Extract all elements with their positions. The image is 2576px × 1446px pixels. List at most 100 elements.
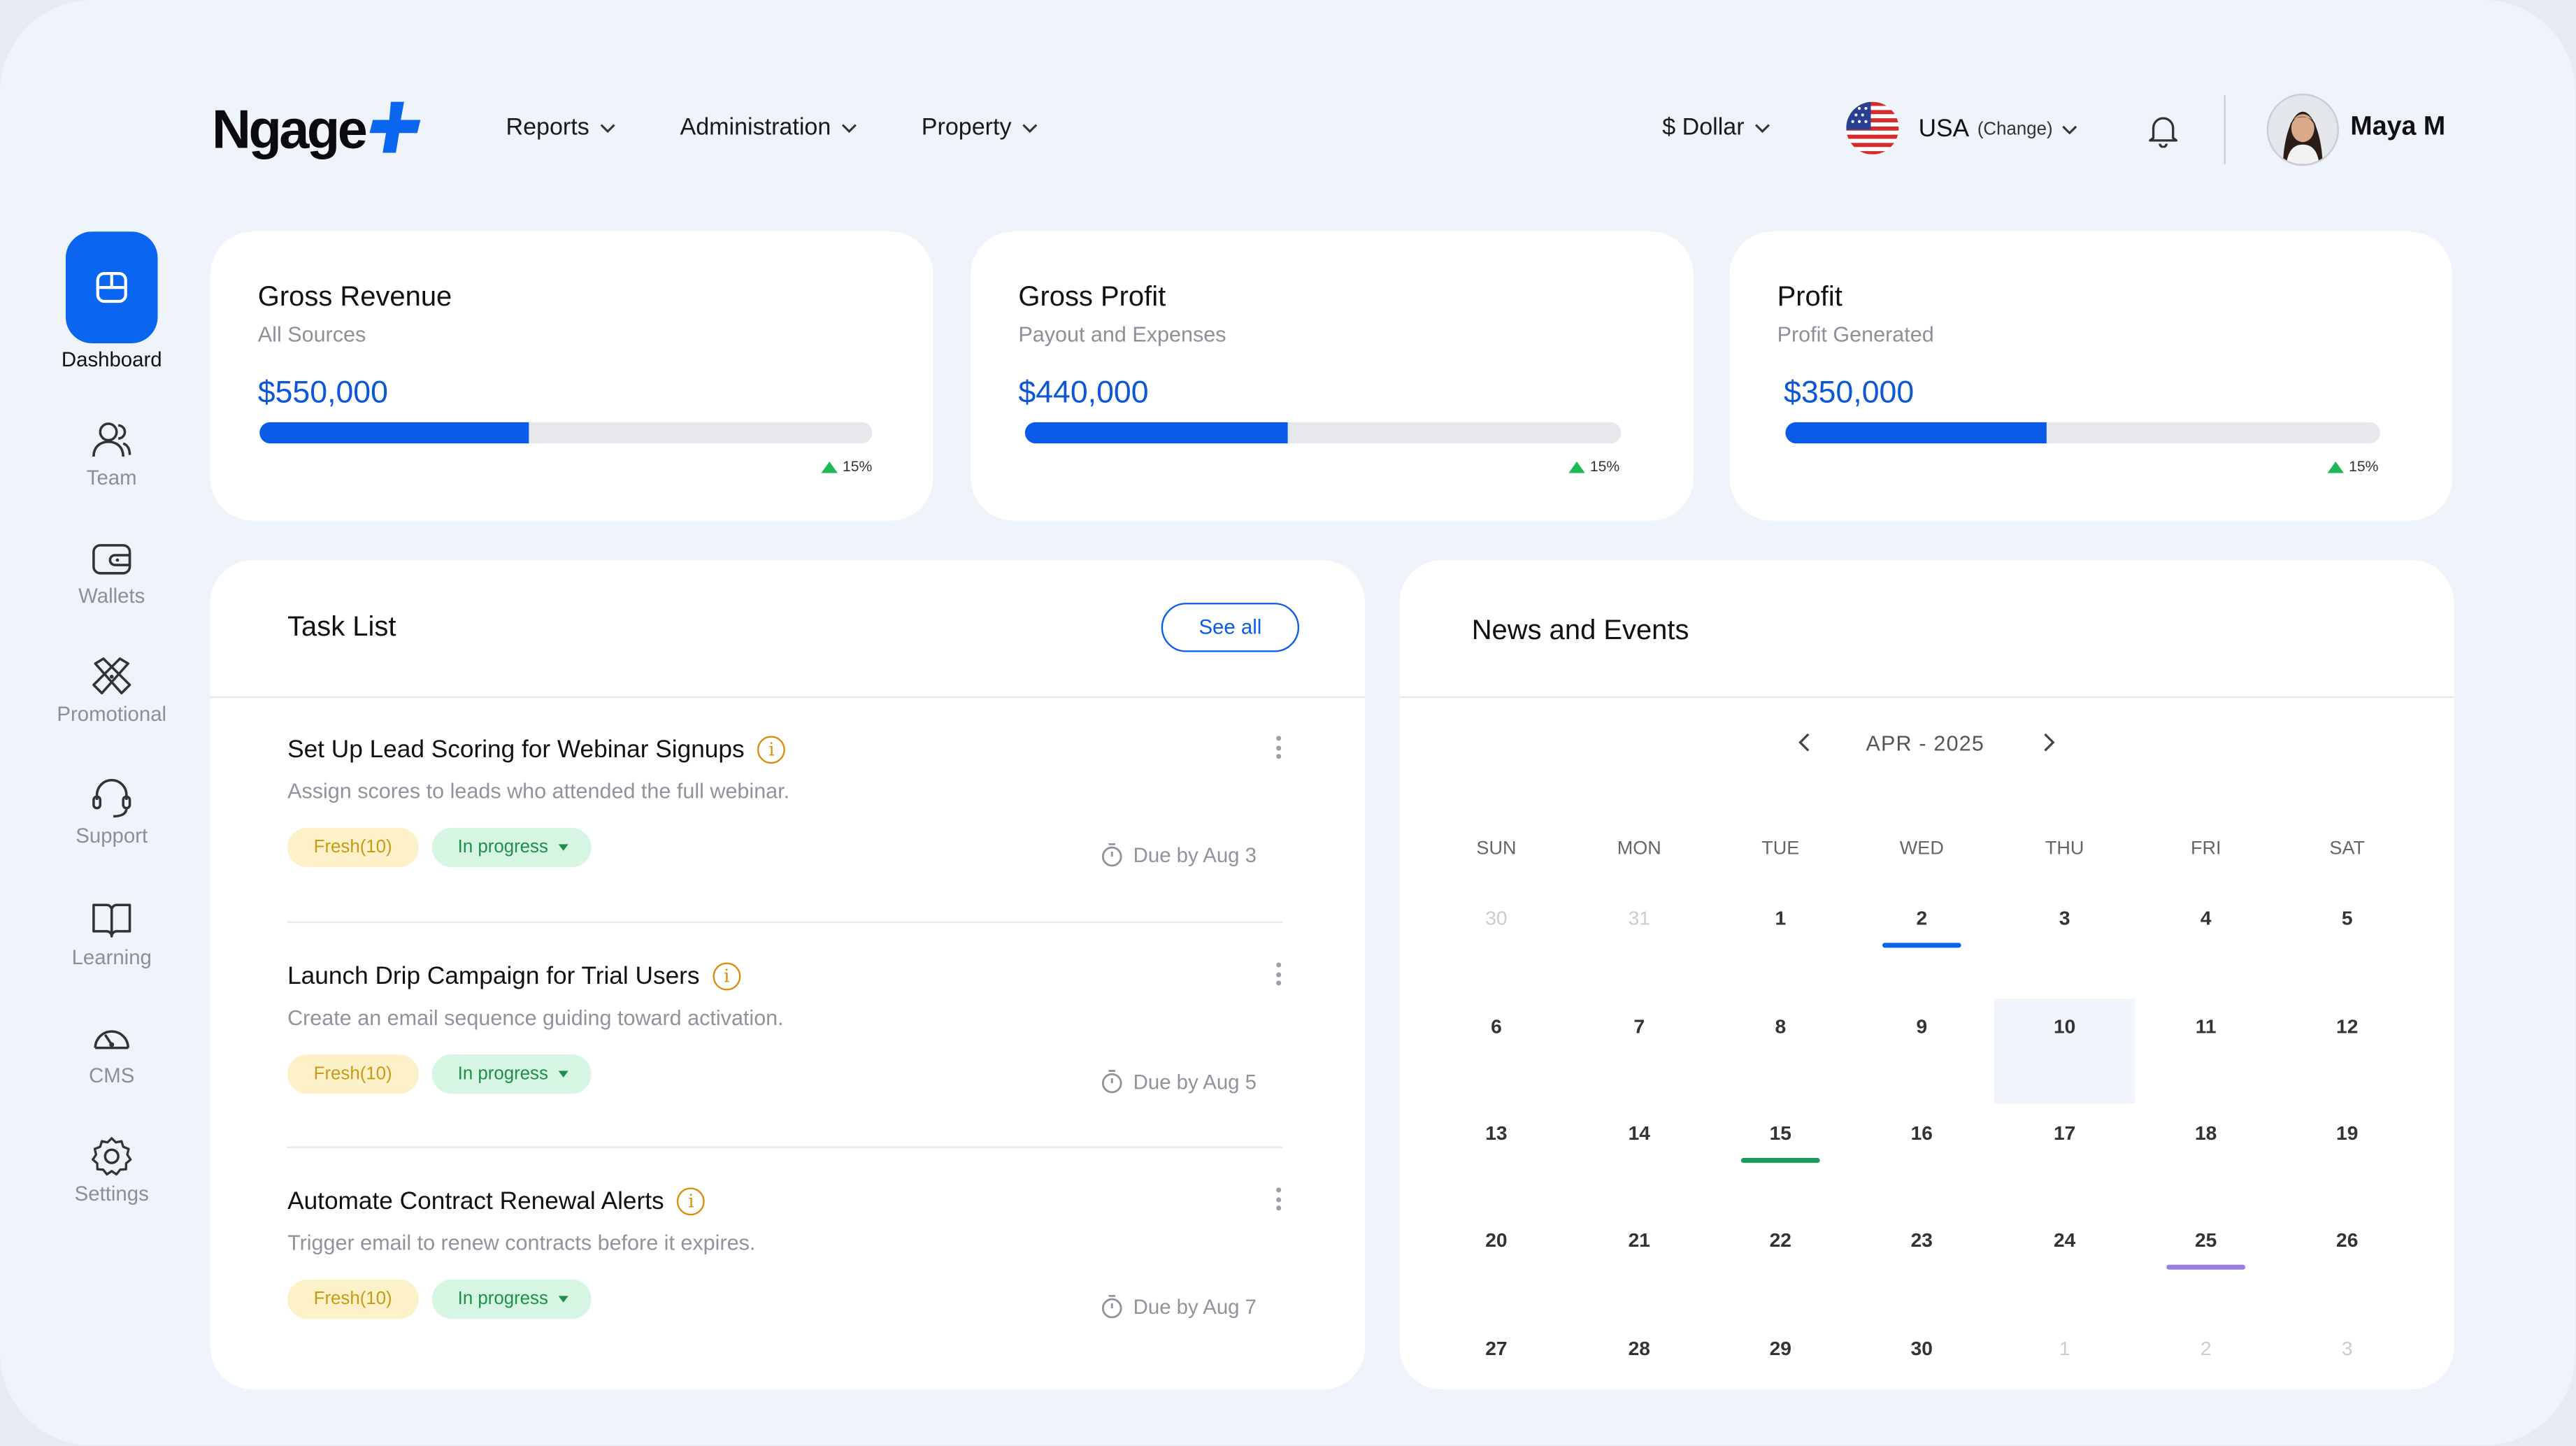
calendar-day[interactable]: 27 bbox=[1426, 1327, 1567, 1432]
kebab-menu-icon[interactable] bbox=[1273, 1184, 1282, 1214]
event-indicator bbox=[1882, 943, 1961, 948]
calendar-day[interactable]: 3 bbox=[2277, 1327, 2418, 1432]
kpi-progress-fill bbox=[1785, 422, 2047, 444]
header-divider bbox=[2224, 95, 2226, 164]
calendar-day-number: 16 bbox=[1910, 1122, 1933, 1145]
calendar-day[interactable]: 30 bbox=[1851, 1327, 1992, 1432]
bell-icon[interactable] bbox=[2145, 112, 2182, 148]
task-item[interactable]: Automate Contract Renewal Alerts i Trigg… bbox=[287, 1187, 1282, 1319]
calendar-day[interactable]: 24 bbox=[1994, 1219, 2135, 1324]
calendar-day[interactable]: 26 bbox=[2277, 1219, 2418, 1324]
calendar-day[interactable]: 7 bbox=[1568, 1005, 1710, 1110]
chevron-right-icon[interactable] bbox=[2037, 731, 2060, 754]
sidebar-item-learning[interactable]: Learning bbox=[33, 897, 191, 969]
calendar-day[interactable]: 2 bbox=[2135, 1327, 2277, 1432]
avatar[interactable] bbox=[2266, 93, 2339, 166]
calendar-day[interactable]: 29 bbox=[1710, 1327, 1851, 1432]
calendar-day-number: 12 bbox=[2336, 1015, 2359, 1038]
sidebar-item-dashboard[interactable]: Dashboard bbox=[33, 231, 191, 371]
info-icon[interactable]: i bbox=[677, 1187, 706, 1216]
calendar-day[interactable]: 10 bbox=[1994, 1005, 2135, 1110]
task-item[interactable]: Launch Drip Campaign for Trial Users i C… bbox=[287, 962, 1282, 1094]
calendar-day-number: 9 bbox=[1916, 1015, 1928, 1038]
divider bbox=[210, 696, 1366, 699]
see-all-button[interactable]: See all bbox=[1161, 603, 1300, 652]
calendar-day-number: 15 bbox=[1769, 1122, 1791, 1145]
calendar-day[interactable]: 1 bbox=[1994, 1327, 2135, 1432]
triangle-up-icon bbox=[1568, 460, 1585, 473]
calendar-day[interactable]: 5 bbox=[2277, 897, 2418, 1002]
dashboard-icon bbox=[96, 271, 127, 303]
calendar-day[interactable]: 11 bbox=[2135, 1005, 2277, 1110]
info-icon[interactable]: i bbox=[713, 962, 741, 991]
currency-select[interactable]: $ Dollar bbox=[1662, 115, 1770, 141]
calendar-day[interactable]: 31 bbox=[1568, 897, 1710, 1002]
calendar-day[interactable]: 21 bbox=[1568, 1219, 1710, 1324]
task-title: Automate Contract Renewal Alerts i bbox=[287, 1187, 1282, 1216]
sidebar-item-support[interactable]: Support bbox=[33, 775, 191, 847]
sidebar-item-promotional[interactable]: Promotional bbox=[33, 654, 191, 726]
calendar-day[interactable]: 30 bbox=[1426, 897, 1567, 1002]
calendar-day-number: 18 bbox=[2194, 1122, 2217, 1145]
nav-property[interactable]: Property bbox=[922, 115, 1038, 141]
calendar-day[interactable]: 4 bbox=[2135, 897, 2277, 1002]
caret-down-icon bbox=[557, 844, 568, 851]
status-dropdown[interactable]: In progress bbox=[431, 1279, 591, 1319]
calendar-day[interactable]: 15 bbox=[1710, 1112, 1851, 1217]
calendar-day[interactable]: 3 bbox=[1994, 897, 2135, 1002]
nav-administration[interactable]: Administration bbox=[680, 115, 857, 141]
calendar-day[interactable]: 20 bbox=[1426, 1219, 1567, 1324]
kpi-delta: 15% bbox=[2327, 458, 2378, 475]
weekday-fri: FRI bbox=[2190, 839, 2221, 859]
calendar-day[interactable]: 17 bbox=[1994, 1112, 2135, 1217]
calendar-day[interactable]: 6 bbox=[1426, 1005, 1567, 1110]
wallet-icon bbox=[92, 544, 131, 575]
team-icon bbox=[92, 422, 131, 457]
sidebar-item-cms[interactable]: CMS bbox=[33, 1015, 191, 1087]
sidebar-item-label: CMS bbox=[89, 1064, 135, 1088]
weekday-sat: SAT bbox=[2329, 839, 2365, 859]
sidebar-item-label: Learning bbox=[71, 946, 152, 969]
nav-reports[interactable]: Reports bbox=[506, 115, 615, 141]
info-icon[interactable]: i bbox=[757, 736, 786, 764]
calendar-day-number: 25 bbox=[2194, 1229, 2217, 1252]
calendar-day[interactable]: 19 bbox=[2277, 1112, 2418, 1217]
task-item[interactable]: Set Up Lead Scoring for Webinar Signups … bbox=[287, 733, 1282, 868]
calendar-day[interactable]: 9 bbox=[1851, 1005, 1992, 1110]
calendar-day[interactable]: 1 bbox=[1710, 897, 1851, 1002]
country-label: USA bbox=[1918, 115, 1970, 143]
status-dropdown[interactable]: In progress bbox=[431, 827, 591, 868]
task-description: Assign scores to leads who attended the … bbox=[287, 778, 790, 803]
calendar-day[interactable]: 13 bbox=[1426, 1112, 1567, 1217]
calendar-day[interactable]: 22 bbox=[1710, 1219, 1851, 1324]
sidebar-item-team[interactable]: Team bbox=[33, 417, 191, 489]
task-title: Launch Drip Campaign for Trial Users i bbox=[287, 962, 1282, 991]
country-select[interactable]: USA (Change) bbox=[1919, 115, 2077, 143]
user-name[interactable]: Maya M bbox=[2350, 113, 2446, 142]
brand-logo[interactable]: Ngage bbox=[212, 95, 424, 164]
kebab-menu-icon[interactable] bbox=[1273, 733, 1282, 762]
sidebar-item-wallets[interactable]: Wallets bbox=[33, 536, 191, 608]
calendar-day[interactable]: 28 bbox=[1568, 1327, 1710, 1432]
calendar-day[interactable]: 23 bbox=[1851, 1219, 1992, 1324]
kpi-delta-value: 15% bbox=[1589, 458, 1620, 475]
calendar-day-number: 21 bbox=[1628, 1229, 1650, 1252]
sidebar-item-settings[interactable]: Settings bbox=[33, 1133, 191, 1205]
calendar-day[interactable]: 12 bbox=[2277, 1005, 2418, 1110]
weekday-thu: THU bbox=[2045, 839, 2084, 859]
calendar-day[interactable]: 8 bbox=[1710, 1005, 1851, 1110]
kebab-menu-icon[interactable] bbox=[1273, 959, 1282, 989]
calendar-day-number: 10 bbox=[2053, 1015, 2076, 1038]
divider bbox=[287, 921, 1283, 924]
calendar-day[interactable]: 2 bbox=[1851, 897, 1992, 1002]
status-dropdown[interactable]: In progress bbox=[431, 1054, 591, 1094]
calendar-day[interactable]: 25 bbox=[2135, 1219, 2277, 1324]
calendar-day[interactable]: 16 bbox=[1851, 1112, 1992, 1217]
sidebar-item-label: Settings bbox=[74, 1182, 149, 1206]
chevron-left-icon[interactable] bbox=[1794, 731, 1817, 754]
calendar-day[interactable]: 18 bbox=[2135, 1112, 2277, 1217]
kpi-progress-fill bbox=[1024, 422, 1287, 444]
fresh-badge: Fresh(10) bbox=[287, 1279, 419, 1319]
calendar-day[interactable]: 14 bbox=[1568, 1112, 1710, 1217]
